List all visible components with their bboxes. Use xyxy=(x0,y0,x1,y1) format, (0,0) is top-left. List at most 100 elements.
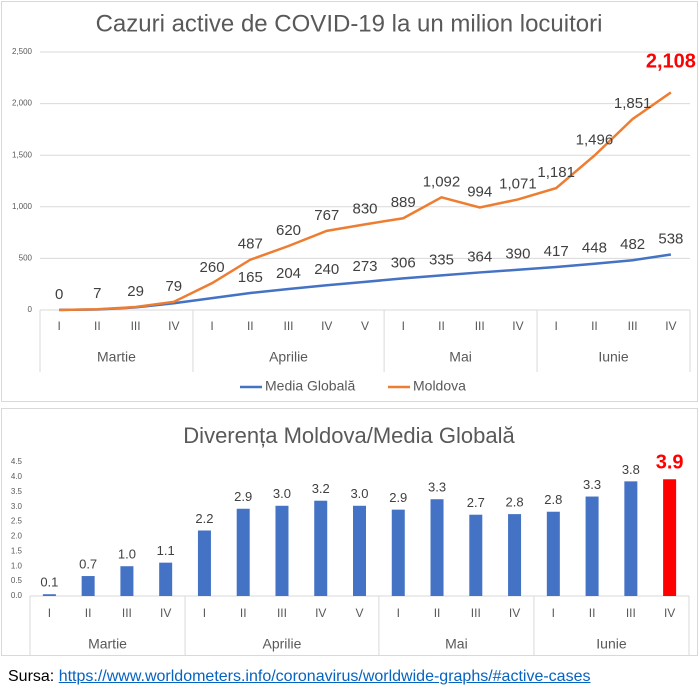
bar xyxy=(353,505,366,596)
data-label: 1.0 xyxy=(118,547,136,562)
bar xyxy=(236,508,250,596)
data-label: 390 xyxy=(505,246,530,263)
group-label: Aprilie xyxy=(263,636,302,652)
y-tick-label: 1.5 xyxy=(11,546,23,555)
data-label: 273 xyxy=(352,258,377,275)
y-tick-label: 0.0 xyxy=(11,591,23,600)
legend-label: Media Globală xyxy=(265,378,355,394)
data-label: 79 xyxy=(165,278,182,295)
x-tick-label: III xyxy=(284,319,294,333)
x-tick-label: III xyxy=(122,606,132,620)
bar xyxy=(275,505,289,596)
group-label: Mai xyxy=(449,349,472,365)
source-label: Sursa: xyxy=(8,668,55,685)
data-label: 7 xyxy=(93,285,101,302)
data-label: 2.7 xyxy=(467,495,485,510)
data-label: 487 xyxy=(238,236,263,253)
y-tick-label: 1.0 xyxy=(11,561,23,570)
data-label: 2,108 xyxy=(646,51,696,73)
x-tick-label: IV xyxy=(160,606,171,620)
data-label: 482 xyxy=(620,236,645,253)
source-link[interactable]: https://www.worldometers.info/coronaviru… xyxy=(58,668,591,685)
data-label: 2.2 xyxy=(195,511,213,526)
data-label: 1,496 xyxy=(576,132,614,149)
data-label: 335 xyxy=(429,251,454,268)
x-tick-label: IV xyxy=(512,319,523,333)
bar xyxy=(314,500,328,596)
bar xyxy=(508,514,522,596)
data-label: 1,092 xyxy=(423,173,461,190)
data-label: 538 xyxy=(658,230,683,247)
x-tick-label: III xyxy=(131,319,141,333)
x-tick-label: II xyxy=(94,319,101,333)
x-tick-label: II xyxy=(85,606,92,620)
bar xyxy=(663,479,677,596)
chart-frame xyxy=(1,408,698,656)
data-label: 2.8 xyxy=(544,492,562,507)
y-tick-label: 2.0 xyxy=(11,532,23,541)
data-label: 2.8 xyxy=(506,495,524,510)
data-label: 448 xyxy=(582,240,607,257)
bar xyxy=(81,576,95,596)
x-tick-label: I xyxy=(203,606,206,620)
data-label: 3.0 xyxy=(273,486,291,501)
x-tick-label: III xyxy=(471,606,481,620)
data-label: 1,851 xyxy=(614,95,652,112)
data-label: 994 xyxy=(467,183,492,200)
data-label: 1,071 xyxy=(499,175,537,192)
y-tick-label: 2,000 xyxy=(12,99,33,108)
x-tick-label: I xyxy=(402,319,405,333)
bar xyxy=(197,530,211,596)
x-tick-label: II xyxy=(591,319,598,333)
x-tick-label: II xyxy=(434,606,441,620)
bar xyxy=(159,562,173,596)
x-tick-label: III xyxy=(475,319,485,333)
legend-label: Moldova xyxy=(413,378,466,394)
x-tick-label: I xyxy=(552,606,555,620)
data-label: 417 xyxy=(544,243,569,260)
data-label: 3.3 xyxy=(428,480,446,495)
x-tick-label: III xyxy=(626,606,636,620)
x-tick-label: V xyxy=(355,606,363,620)
x-tick-label: III xyxy=(277,606,287,620)
data-label: 0.7 xyxy=(79,556,97,571)
group-label: Aprilie xyxy=(269,349,308,365)
y-tick-label: 500 xyxy=(19,254,33,263)
data-label: 0 xyxy=(55,286,63,303)
bar xyxy=(546,511,560,596)
source: Sursa: https://www.worldometers.info/cor… xyxy=(8,668,590,686)
data-label: 3.9 xyxy=(656,452,684,474)
bar xyxy=(585,496,599,596)
bar xyxy=(42,594,56,596)
x-tick-label: IV xyxy=(664,606,675,620)
data-label: 3.3 xyxy=(583,477,601,492)
data-label: 306 xyxy=(391,254,416,271)
x-tick-label: II xyxy=(240,606,247,620)
y-tick-label: 1,000 xyxy=(12,202,33,211)
charts: Cazuri active de COVID-19 la un milion l… xyxy=(1,1,698,656)
data-label: 889 xyxy=(391,194,416,211)
y-tick-label: 3.0 xyxy=(11,502,23,511)
x-tick-label: IV xyxy=(168,319,179,333)
x-tick-label: I xyxy=(555,319,558,333)
data-label: 620 xyxy=(276,222,301,239)
bar xyxy=(391,509,405,596)
group-label: Mai xyxy=(445,636,468,652)
data-label: 3.8 xyxy=(622,462,640,477)
x-tick-label: IV xyxy=(315,606,326,620)
data-label: 767 xyxy=(314,207,339,224)
y-tick-label: 2,500 xyxy=(12,47,33,56)
x-tick-label: I xyxy=(210,319,213,333)
group-label: Martie xyxy=(97,349,136,365)
y-tick-label: 4.0 xyxy=(11,472,23,481)
bar xyxy=(624,481,638,596)
y-tick-label: 0.5 xyxy=(11,576,23,585)
data-label: 1.1 xyxy=(157,543,175,558)
group-label: Iunie xyxy=(598,349,629,365)
data-label: 29 xyxy=(127,283,144,300)
chart-title: Diverența Moldova/Media Globală xyxy=(183,423,515,448)
data-label: 3.0 xyxy=(350,486,368,501)
data-label: 204 xyxy=(276,265,301,282)
y-tick-label: 4.5 xyxy=(11,457,23,466)
